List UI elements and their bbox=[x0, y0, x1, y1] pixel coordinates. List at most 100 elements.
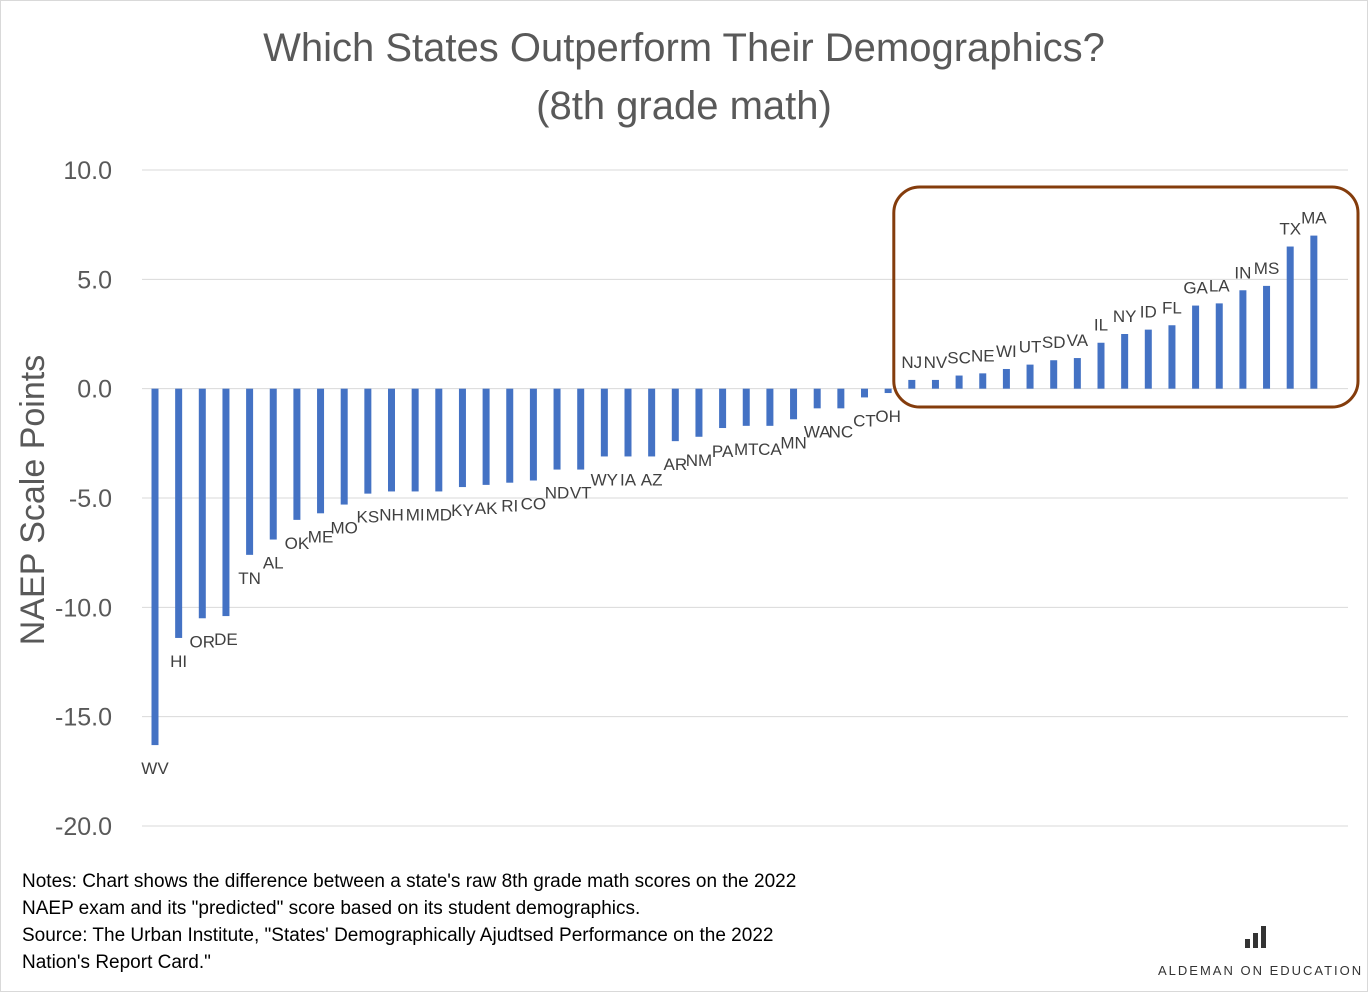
data-label-nd: ND bbox=[545, 484, 570, 503]
data-label-ky: KY bbox=[451, 501, 474, 520]
data-label-co: CO bbox=[521, 495, 547, 514]
data-label-nh: NH bbox=[379, 505, 404, 524]
bar-ks bbox=[364, 388, 372, 494]
bar-va bbox=[1073, 358, 1081, 389]
bar-ny bbox=[1121, 334, 1129, 389]
bar-me bbox=[317, 388, 325, 514]
data-label-ri: RI bbox=[501, 497, 518, 516]
data-label-wi: WI bbox=[996, 342, 1017, 361]
y-tick-label: -15.0 bbox=[55, 704, 112, 732]
bar-tn bbox=[246, 388, 254, 555]
brand-name: ALDEMAN ON EDUCATION bbox=[1158, 963, 1364, 978]
bar-ky bbox=[458, 388, 466, 488]
bar-ia bbox=[624, 388, 632, 457]
y-tick-label: -5.0 bbox=[69, 485, 112, 513]
y-tick-label: -10.0 bbox=[55, 594, 112, 622]
bar-nj bbox=[908, 379, 916, 389]
data-label-wv: WV bbox=[141, 759, 169, 778]
data-label-az: AZ bbox=[641, 470, 663, 489]
bar-ak bbox=[482, 388, 490, 485]
data-label-il: IL bbox=[1094, 316, 1108, 335]
highlight-box bbox=[892, 185, 1360, 409]
bar-mi bbox=[411, 388, 419, 492]
data-label-md: MD bbox=[426, 505, 452, 524]
y-tick-label: 5.0 bbox=[77, 266, 112, 294]
y-tick-label: 10.0 bbox=[63, 157, 112, 185]
bar-oh bbox=[884, 388, 892, 394]
bar-tx bbox=[1286, 246, 1294, 389]
bar-vt bbox=[577, 388, 585, 470]
data-label-ma: MA bbox=[1301, 209, 1327, 228]
data-label-ok: OK bbox=[285, 534, 310, 553]
data-label-ia: IA bbox=[620, 470, 637, 489]
bar-la bbox=[1215, 303, 1223, 389]
data-label-mn: MN bbox=[780, 433, 806, 452]
data-label-ks: KS bbox=[357, 508, 380, 527]
data-label-wa: WA bbox=[804, 422, 831, 441]
data-label-mo: MO bbox=[331, 519, 358, 538]
notes-line-2: NAEP exam and its "predicted" score base… bbox=[22, 898, 641, 919]
bar-in bbox=[1239, 290, 1247, 389]
bar-ok bbox=[293, 388, 301, 520]
bar-ar bbox=[671, 388, 679, 442]
bar-ne bbox=[979, 373, 987, 389]
bar-ma bbox=[1310, 235, 1318, 389]
data-label-mt: MT bbox=[734, 440, 759, 459]
bar-ms bbox=[1263, 285, 1271, 389]
data-label-ne: NE bbox=[971, 346, 995, 365]
bar-ct bbox=[861, 388, 868, 398]
bar-id bbox=[1144, 329, 1152, 389]
data-label-nc: NC bbox=[829, 422, 854, 441]
data-label-ga: GA bbox=[1183, 279, 1208, 298]
bar-az bbox=[648, 388, 656, 457]
bar-nh bbox=[388, 388, 395, 492]
chart-title-line1: Which States Outperform Their Demographi… bbox=[263, 26, 1105, 70]
bar-wv bbox=[151, 388, 159, 746]
data-label-nv: NV bbox=[924, 353, 948, 372]
data-label-ut: UT bbox=[1019, 338, 1042, 357]
bar-nd bbox=[553, 388, 561, 470]
data-label-nm: NM bbox=[686, 451, 712, 470]
data-label-mi: MI bbox=[406, 505, 425, 524]
bar-ga bbox=[1192, 305, 1200, 389]
data-label-ca: CA bbox=[758, 440, 782, 459]
y-tick-label: 0.0 bbox=[77, 376, 112, 404]
data-label-ct: CT bbox=[853, 411, 876, 430]
bar-nv bbox=[931, 379, 939, 389]
data-label-pa: PA bbox=[712, 442, 734, 461]
notes-line-3: Source: The Urban Institute, "States' De… bbox=[22, 925, 774, 946]
data-label-de: DE bbox=[214, 630, 238, 649]
data-label-id: ID bbox=[1140, 303, 1157, 322]
bar-wy bbox=[600, 388, 608, 457]
bar-il bbox=[1097, 342, 1105, 389]
bar-nc bbox=[837, 388, 845, 409]
bar-pa bbox=[719, 388, 727, 429]
notes-line-4: Nation's Report Card." bbox=[22, 952, 211, 973]
bar-de bbox=[222, 388, 230, 617]
bar-al bbox=[269, 388, 277, 540]
bar-sd bbox=[1050, 360, 1058, 389]
data-label-in: IN bbox=[1234, 263, 1251, 282]
data-label-fl: FL bbox=[1162, 298, 1182, 317]
data-label-me: ME bbox=[308, 527, 334, 546]
bar-sc bbox=[955, 375, 963, 389]
data-label-va: VA bbox=[1067, 331, 1089, 350]
data-label-tx: TX bbox=[1279, 220, 1301, 239]
notes-line-1: Notes: Chart shows the difference betwee… bbox=[22, 871, 797, 892]
data-label-sd: SD bbox=[1042, 333, 1066, 352]
data-label-vt: VT bbox=[570, 484, 592, 503]
data-label-ms: MS bbox=[1254, 259, 1280, 278]
bar-hi bbox=[175, 388, 183, 638]
data-label-sc: SC bbox=[947, 349, 971, 368]
bar-wa bbox=[813, 388, 821, 409]
bar-chart-logo-icon bbox=[1245, 924, 1271, 948]
y-axis-title: NAEP Scale Points bbox=[14, 355, 52, 645]
data-label-hi: HI bbox=[170, 652, 187, 671]
chart-title-line2: (8th grade math) bbox=[536, 84, 832, 128]
data-label-ak: AK bbox=[475, 499, 498, 518]
bar-mo bbox=[340, 388, 348, 505]
bar-mt bbox=[742, 388, 750, 426]
data-label-oh: OH bbox=[875, 407, 901, 426]
bar-wi bbox=[1002, 368, 1010, 389]
